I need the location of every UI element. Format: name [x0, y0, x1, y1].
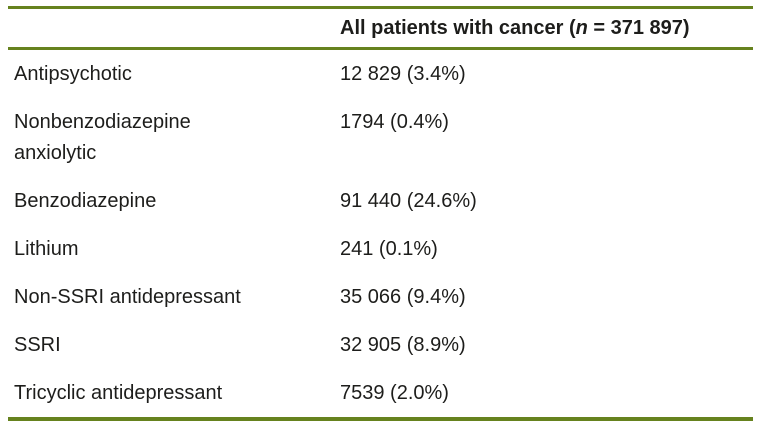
table-row-nonbenzodiazepine-anxiolytic: Nonbenzodiazepine anxiolytic 1794 (0.4%): [8, 98, 753, 177]
header-n-symbol: n: [575, 17, 588, 39]
table-row-benzodiazepine: Benzodiazepine 91 440 (24.6%): [8, 177, 753, 225]
row-value: 32 905 (8.9%): [340, 334, 466, 356]
table-header: All patients with cancer (n = 371 897): [8, 6, 753, 50]
row-value: 1794 (0.4%): [340, 111, 449, 133]
row-label: Tricyclic antidepressant: [14, 382, 223, 404]
row-value: 91 440 (24.6%): [340, 190, 477, 212]
table-row-non-ssri-antidepressant: Non-SSRI antidepressant 35 066 (9.4%): [8, 273, 753, 321]
header-text-after-n: = 371 897): [587, 17, 690, 39]
medication-table-container: All patients with cancer (n = 371 897) A…: [8, 6, 753, 421]
row-label-cell: Nonbenzodiazepine anxiolytic: [8, 98, 334, 177]
row-label-cell: Lithium: [8, 225, 334, 273]
row-label-cell: Tricyclic antidepressant: [8, 369, 334, 421]
row-label: SSRI: [14, 334, 61, 356]
header-cell-empty: [8, 6, 334, 50]
row-value: 7539 (2.0%): [334, 369, 753, 421]
row-label-cell: SSRI: [8, 321, 334, 369]
header-text-before-n: All patients with cancer (: [340, 17, 576, 39]
row-label-cell: Benzodiazepine: [8, 177, 334, 225]
row-value: 35 066 (9.4%): [340, 286, 466, 308]
row-label-cell: Antipsychotic: [8, 49, 334, 99]
medication-prevalence-table: All patients with cancer (n = 371 897) A…: [8, 6, 753, 421]
header-cell-all-patients: All patients with cancer (n = 371 897): [334, 6, 753, 50]
table-row-ssri: SSRI 32 905 (8.9%): [8, 321, 753, 369]
row-value: 12 829 (3.4%): [340, 63, 466, 85]
header-row: All patients with cancer (n = 371 897): [8, 6, 753, 50]
table-row-tricyclic-antidepressant: Tricyclic antidepressant 7539 (2.0%): [8, 369, 753, 421]
row-label: Benzodiazepine: [14, 190, 157, 212]
row-label: Nonbenzodiazepine anxiolytic: [14, 111, 191, 164]
table-body: Antipsychotic 12 829 (3.4%) Nonbenzodiaz…: [8, 49, 753, 421]
row-label: Lithium: [14, 238, 79, 260]
row-value: 241 (0.1%): [340, 238, 438, 260]
row-label: Antipsychotic: [14, 63, 132, 85]
row-label: Non-SSRI antidepressant: [14, 286, 241, 308]
row-label-cell: Non-SSRI antidepressant: [8, 273, 334, 321]
table-row-antipsychotic: Antipsychotic 12 829 (3.4%): [8, 49, 753, 99]
table-row-lithium: Lithium 241 (0.1%): [8, 225, 753, 273]
